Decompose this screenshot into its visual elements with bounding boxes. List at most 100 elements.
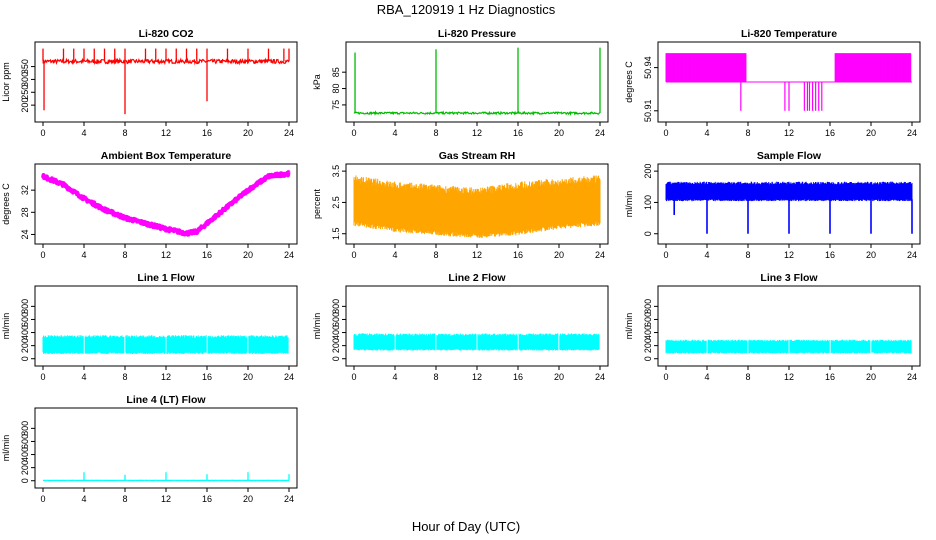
panel-5: Gas Stream RH percent 0 4 8 12 16 20 24 1.5 2.5 3.5 (312, 150, 609, 260)
y-tick-label: 100 (643, 195, 653, 210)
x-tick-label: 8 (433, 372, 438, 382)
x-tick-label: 8 (745, 372, 750, 382)
x-tick-label: 24 (284, 250, 294, 260)
x-tick-label: 8 (122, 128, 127, 138)
panel-title: Li-820 Pressure (438, 28, 516, 40)
x-tick-label: 16 (825, 250, 835, 260)
x-tick-label: 4 (392, 372, 397, 382)
y-tick-label: 200 (20, 98, 30, 113)
x-tick-label: 24 (907, 128, 917, 138)
x-tick-label: 8 (433, 128, 438, 138)
x-tick-label: 20 (243, 128, 253, 138)
x-tick-label: 4 (392, 128, 397, 138)
plot-frame (34, 285, 298, 367)
x-tick-label: 24 (595, 250, 605, 260)
panel-1: Li-820 CO2 Licor ppm 0 4 8 12 16 20 24 2002503003… (1, 28, 298, 138)
x-tick-label: 24 (284, 372, 294, 382)
x-tick-label: 4 (81, 494, 86, 504)
y-tick-label: 250 (20, 85, 30, 100)
x-tick-label: 0 (40, 494, 45, 504)
y-tick-label: 400 (643, 325, 653, 340)
series-temperature (665, 53, 912, 111)
panel-7: Line 1 Flow ml/min 0 4 8 12 16 20 24 0 20040060080… (1, 272, 298, 382)
y-tick-label: 50.94 (643, 56, 653, 79)
x-tick-label: 20 (866, 128, 876, 138)
y-tick-label: 800 (643, 299, 653, 314)
x-tick-label: 8 (122, 250, 127, 260)
panel-title: Li-820 CO2 (139, 28, 194, 40)
x-tick-label: 0 (663, 250, 668, 260)
panel-3: Li-820 Temperature degrees C 0 4 8 12 16 20 24 50… (624, 28, 921, 138)
x-tick-label: 16 (513, 250, 523, 260)
series-line (353, 110, 600, 117)
x-tick-label: 20 (243, 250, 253, 260)
y-tick-label: 0 (20, 356, 30, 361)
y-tick-label: 200 (20, 460, 30, 475)
y-tick-label: 3.5 (331, 165, 341, 178)
panel-title: Line 4 (LT) Flow (126, 394, 206, 406)
y-tick-label: 200 (20, 338, 30, 353)
x-tick-label: 20 (554, 250, 564, 260)
x-tick-label: 16 (513, 128, 523, 138)
x-tick-label: 4 (704, 250, 709, 260)
x-tick-label: 8 (745, 128, 750, 138)
x-tick-label: 0 (40, 128, 45, 138)
panel-title: Sample Flow (757, 150, 822, 162)
y-axis-label: ml/min (624, 191, 634, 218)
y-tick-label: 80 (331, 84, 341, 94)
y-tick-label: 350 (20, 59, 30, 74)
x-tick-label: 0 (663, 128, 668, 138)
x-tick-label: 12 (161, 372, 171, 382)
x-tick-label: 4 (81, 250, 86, 260)
panel-10: Line 4 (LT) Flow ml/min 0 4 8 12 16 20 24 0 200400… (1, 394, 298, 504)
series-line-1 (42, 335, 289, 354)
x-tick-label: 20 (866, 372, 876, 382)
x-tick-label: 20 (866, 250, 876, 260)
x-tick-label: 8 (745, 250, 750, 260)
series-pressure (353, 47, 601, 117)
y-axis-label: ml/min (1, 313, 11, 340)
x-tick-label: 16 (825, 128, 835, 138)
panel-title: Line 1 Flow (137, 272, 195, 284)
x-tick-label: 24 (907, 372, 917, 382)
y-tick-label: 75 (331, 100, 341, 110)
y-axis-label: Licor ppm (1, 62, 11, 102)
series-sample-flow (665, 181, 913, 234)
series-ambient (41, 170, 291, 237)
figure-xlabel: Hour of Day (UTC) (412, 519, 520, 534)
x-tick-label: 24 (595, 128, 605, 138)
panel-title: Li-820 Temperature (741, 28, 837, 40)
y-tick-label: 24 (20, 229, 30, 239)
y-tick-label: 400 (20, 447, 30, 462)
plot-frame (657, 285, 921, 367)
y-tick-label: 200 (331, 338, 341, 353)
y-tick-label: 200 (643, 164, 653, 179)
x-tick-label: 4 (81, 372, 86, 382)
x-tick-label: 12 (784, 372, 794, 382)
x-tick-label: 16 (202, 250, 212, 260)
y-axis-label: percent (312, 188, 322, 219)
y-tick-label: 0 (643, 356, 653, 361)
y-tick-label: 28 (20, 207, 30, 217)
y-tick-label: 85 (331, 67, 341, 77)
x-tick-label: 20 (243, 372, 253, 382)
x-tick-label: 16 (202, 494, 212, 504)
y-tick-label: 200 (643, 338, 653, 353)
series-rh (353, 175, 601, 238)
y-tick-label: 400 (331, 325, 341, 340)
series-line-4 (42, 472, 290, 482)
y-tick-label: 2.5 (331, 196, 341, 209)
x-tick-label: 8 (122, 494, 127, 504)
panel-9: Line 3 Flow ml/min 0 4 8 12 16 20 24 0 20040060080… (624, 272, 921, 382)
panel-6: Sample Flow ml/min 0 4 8 12 16 20 24 0 100 200 (624, 150, 921, 260)
plot-frame (345, 41, 609, 123)
x-tick-label: 12 (472, 372, 482, 382)
x-tick-label: 12 (784, 250, 794, 260)
x-tick-label: 0 (351, 250, 356, 260)
x-tick-label: 4 (704, 372, 709, 382)
y-tick-label: 600 (331, 312, 341, 327)
x-tick-label: 20 (554, 372, 564, 382)
panel-4: Ambient Box Temperature degrees C 0 4 8 12 16 2… (1, 150, 298, 260)
y-axis-label: ml/min (1, 435, 11, 462)
